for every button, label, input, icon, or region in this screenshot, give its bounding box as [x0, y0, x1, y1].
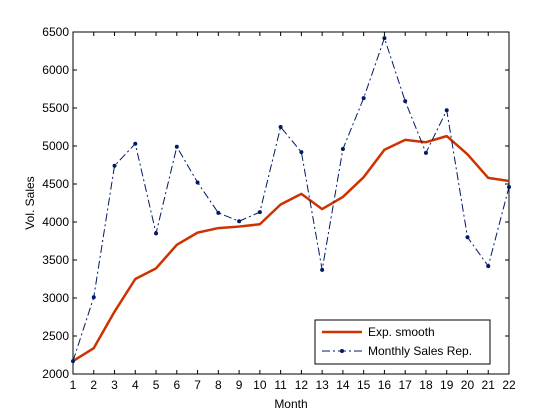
x-tick-label: 22	[502, 378, 516, 392]
data-point-monthly-sales-rep	[91, 295, 96, 300]
x-tick-label: 18	[419, 378, 433, 392]
series-line-exp-smooth	[72, 134, 510, 363]
y-tick-label: 6000	[42, 63, 69, 77]
x-tick-label: 13	[315, 378, 329, 392]
x-tick-label: 14	[336, 378, 350, 392]
x-tick-label: 15	[357, 378, 371, 392]
x-tick-label: 10	[253, 378, 267, 392]
data-point-monthly-sales-rep	[257, 210, 262, 215]
data-point-monthly-sales-rep	[361, 96, 366, 101]
data-point-monthly-sales-rep	[237, 219, 242, 224]
x-tick-label: 2	[90, 378, 97, 392]
data-point-monthly-sales-rep	[507, 185, 511, 190]
x-tick-label: 9	[236, 378, 243, 392]
x-tick-label: 20	[461, 378, 475, 392]
data-point-monthly-sales-rep	[444, 108, 449, 113]
legend-label-monthly-sales: Monthly Sales Rep.	[368, 344, 472, 358]
series-layer	[71, 36, 511, 364]
data-point-monthly-sales-rep	[320, 267, 325, 272]
y-axis-label: Vol. Sales	[23, 176, 37, 229]
y-tick-label: 5000	[42, 139, 69, 153]
data-point-monthly-sales-rep	[465, 235, 470, 240]
data-point-monthly-sales-rep	[216, 210, 221, 215]
x-tick-label: 17	[399, 378, 413, 392]
x-tick-label: 11	[274, 378, 287, 392]
y-tick-label: 3000	[42, 291, 69, 305]
y-tick-label: 5500	[42, 101, 69, 115]
legend-marker-monthly-sales	[340, 349, 344, 353]
data-point-monthly-sales-rep	[278, 125, 283, 129]
x-tick-label: 19	[440, 378, 454, 392]
y-tick-label: 3500	[42, 253, 69, 267]
data-point-monthly-sales-rep	[382, 36, 387, 41]
legend-label-exp-smooth: Exp. smooth	[368, 325, 435, 339]
x-tick-label: 8	[215, 378, 222, 392]
y-tick-label: 4000	[42, 215, 69, 229]
plot-area	[72, 31, 510, 375]
series-line-monthly-sales-rep	[72, 37, 510, 362]
x-tick-label: 21	[482, 378, 496, 392]
data-point-monthly-sales-rep	[154, 231, 159, 236]
legend-box	[314, 319, 491, 365]
data-point-monthly-sales-rep	[133, 141, 138, 146]
x-tick-label: 3	[111, 378, 118, 392]
data-point-monthly-sales-rep	[174, 144, 179, 149]
x-tick-label: 1	[70, 378, 77, 392]
y-tick-label: 6500	[42, 25, 69, 39]
data-point-monthly-sales-rep	[71, 359, 75, 364]
data-point-monthly-sales-rep	[340, 147, 345, 152]
data-point-monthly-sales-rep	[486, 264, 491, 269]
data-point-monthly-sales-rep	[403, 99, 408, 104]
x-tick-label: 5	[153, 378, 160, 392]
y-tick-label: 4500	[42, 177, 69, 191]
data-point-monthly-sales-rep	[299, 150, 304, 155]
x-tick-label: 4	[132, 378, 139, 392]
x-tick-label: 6	[173, 378, 180, 392]
data-point-monthly-sales-rep	[195, 180, 200, 185]
x-tick-label: 7	[194, 378, 201, 392]
x-tick-label: 12	[295, 378, 309, 392]
x-tick-label: 16	[378, 378, 392, 392]
x-axis-label: Month	[274, 397, 307, 411]
data-point-monthly-sales-rep	[112, 163, 117, 168]
y-tick-label: 2000	[42, 367, 69, 381]
legend: Exp. smooth Monthly Sales Rep.	[314, 319, 491, 365]
axis-ticks: 1 2 3 4 5 6 7 8 9 10 11 12 13 14 15 16 17 18 19 20 21 2220002…	[42, 25, 516, 392]
y-tick-label: 2500	[42, 329, 69, 343]
data-point-monthly-sales-rep	[423, 150, 428, 155]
